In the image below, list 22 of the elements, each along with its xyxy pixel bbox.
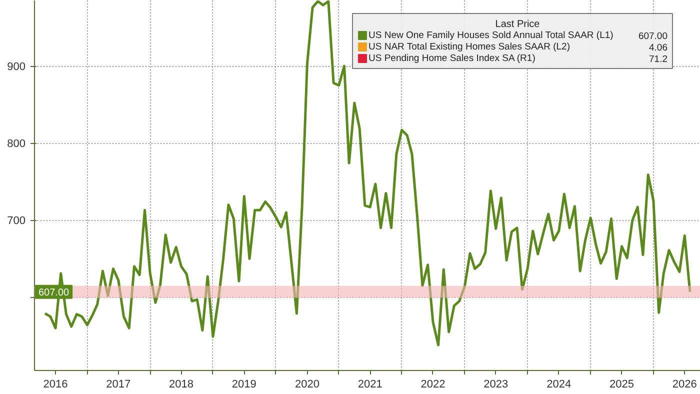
y-tick-label: 800 xyxy=(7,138,26,150)
x-tick-label: 2026 xyxy=(672,378,697,390)
legend-label: US NAR Total Existing Homes Sales SAAR (L2) xyxy=(368,42,570,52)
x-tick-label: 2022 xyxy=(420,378,446,390)
y-tick-label: 900 xyxy=(7,61,26,74)
annotation: 4.06 xyxy=(649,42,668,54)
legend-title: Last Price xyxy=(495,19,540,30)
x-tick-label: 2017 xyxy=(106,378,131,390)
annotation: 71.2 xyxy=(649,54,668,65)
legend-label: US Pending Home Sales Index SA (R1) xyxy=(368,53,536,64)
x-tick-label: 2023 xyxy=(484,378,508,390)
x-tick-label: 2016 xyxy=(43,378,68,390)
x-tick-label: 2024 xyxy=(546,378,572,390)
x-tick-label: 2025 xyxy=(610,378,634,390)
x-tick-label: 2019 xyxy=(232,378,256,390)
x-tick-label: 2021 xyxy=(358,378,382,390)
annotation: 607.00 xyxy=(638,31,668,42)
x-tick-label: 2018 xyxy=(169,378,194,390)
y-tick-label: 700 xyxy=(7,215,26,228)
x-tick-label: 2020 xyxy=(294,378,320,390)
ref-line-label: 607.00 xyxy=(38,287,70,298)
legend-label: US New One Family Houses Sold Annual Total SAAR (L1) xyxy=(368,30,614,41)
